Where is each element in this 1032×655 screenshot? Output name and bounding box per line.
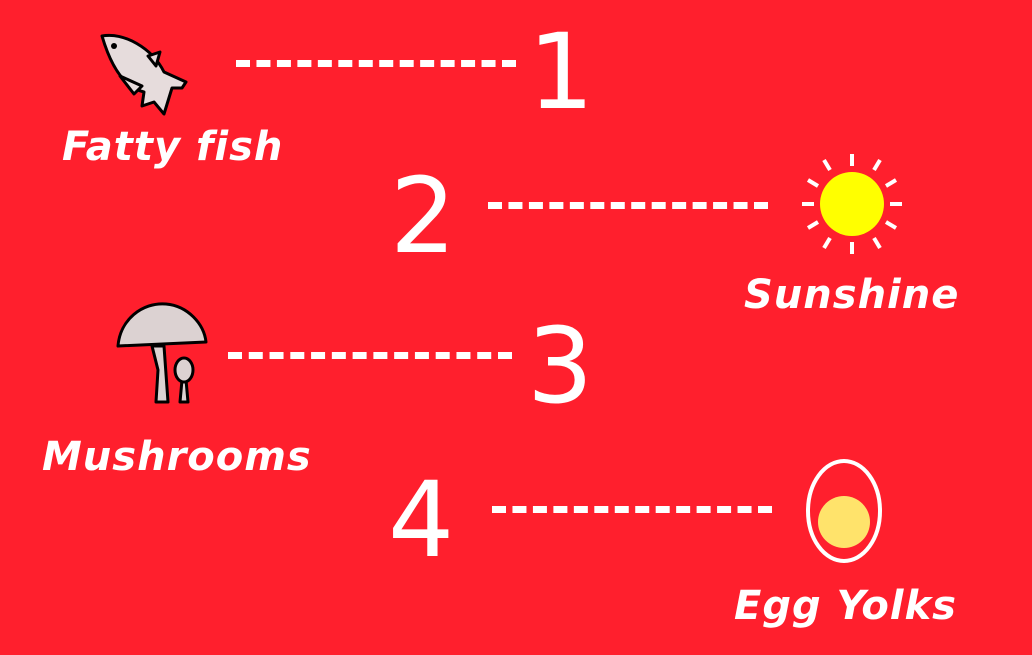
label-fatty-fish: Fatty fish: [62, 124, 284, 170]
connector-line-4: [492, 506, 772, 513]
number-3: 3: [527, 305, 594, 427]
connector-line-3: [228, 352, 512, 359]
connector-line-2: [488, 202, 768, 209]
mushroom-icon: [116, 302, 208, 404]
egg-yolk-icon: [806, 459, 882, 563]
number-1: 1: [528, 11, 595, 133]
number-4: 4: [388, 459, 455, 581]
connector-line-1: [236, 60, 516, 67]
number-2: 2: [390, 155, 457, 277]
label-egg-yolks: Egg Yolks: [734, 583, 957, 629]
label-mushrooms: Mushrooms: [42, 434, 312, 480]
fish-icon: [100, 33, 188, 116]
label-sunshine: Sunshine: [744, 272, 960, 318]
sun-icon: [802, 154, 902, 254]
